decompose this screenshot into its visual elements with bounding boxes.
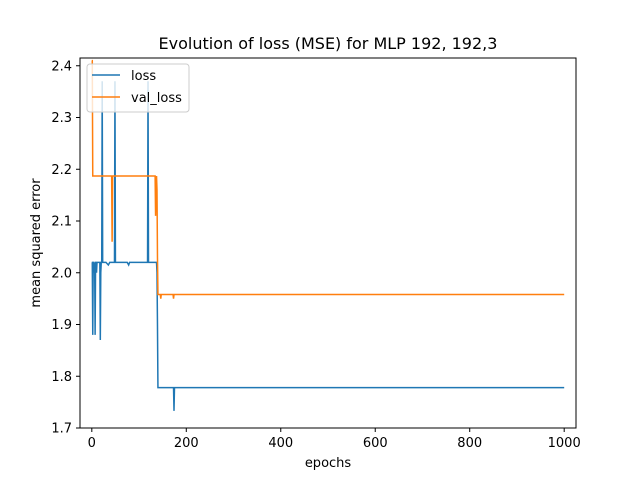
series-line-val-loss [91, 59, 565, 299]
x-tick-label: 1000 [548, 436, 581, 451]
legend-label-val-loss: val_loss [131, 91, 182, 106]
y-tick-label: 1.9 [51, 318, 72, 333]
x-tick-label: 0 [88, 436, 96, 451]
x-tick-label: 800 [457, 436, 482, 451]
y-tick-label: 2.2 [51, 163, 72, 178]
x-axis-title: epochs [305, 456, 352, 471]
y-tick-label: 1.8 [51, 370, 72, 385]
plot-lines [91, 59, 565, 411]
x-tick-label: 200 [174, 436, 199, 451]
y-axis-title: mean squared error [29, 178, 44, 308]
plot-frame [79, 57, 577, 429]
chart-title: Evolution of loss (MSE) for MLP 192, 192… [159, 34, 498, 53]
x-tick-label: 400 [268, 436, 293, 451]
x-axis-ticks: 0 200 400 600 800 1000 [88, 428, 581, 451]
legend-box [86, 63, 190, 113]
y-tick-label: 2.3 [51, 111, 72, 126]
legend: loss val_loss [86, 63, 190, 113]
y-tick-label: 2.1 [51, 215, 72, 230]
x-tick-label: 600 [363, 436, 388, 451]
y-axis-ticks: 1.7 1.8 1.9 2.0 2.1 2.2 2.3 2.4 [51, 59, 80, 437]
y-tick-label: 1.7 [51, 422, 72, 437]
legend-label-loss: loss [131, 69, 156, 84]
series-line-loss [91, 81, 565, 411]
y-tick-label: 2.0 [51, 266, 72, 281]
y-tick-label: 2.4 [51, 59, 72, 74]
